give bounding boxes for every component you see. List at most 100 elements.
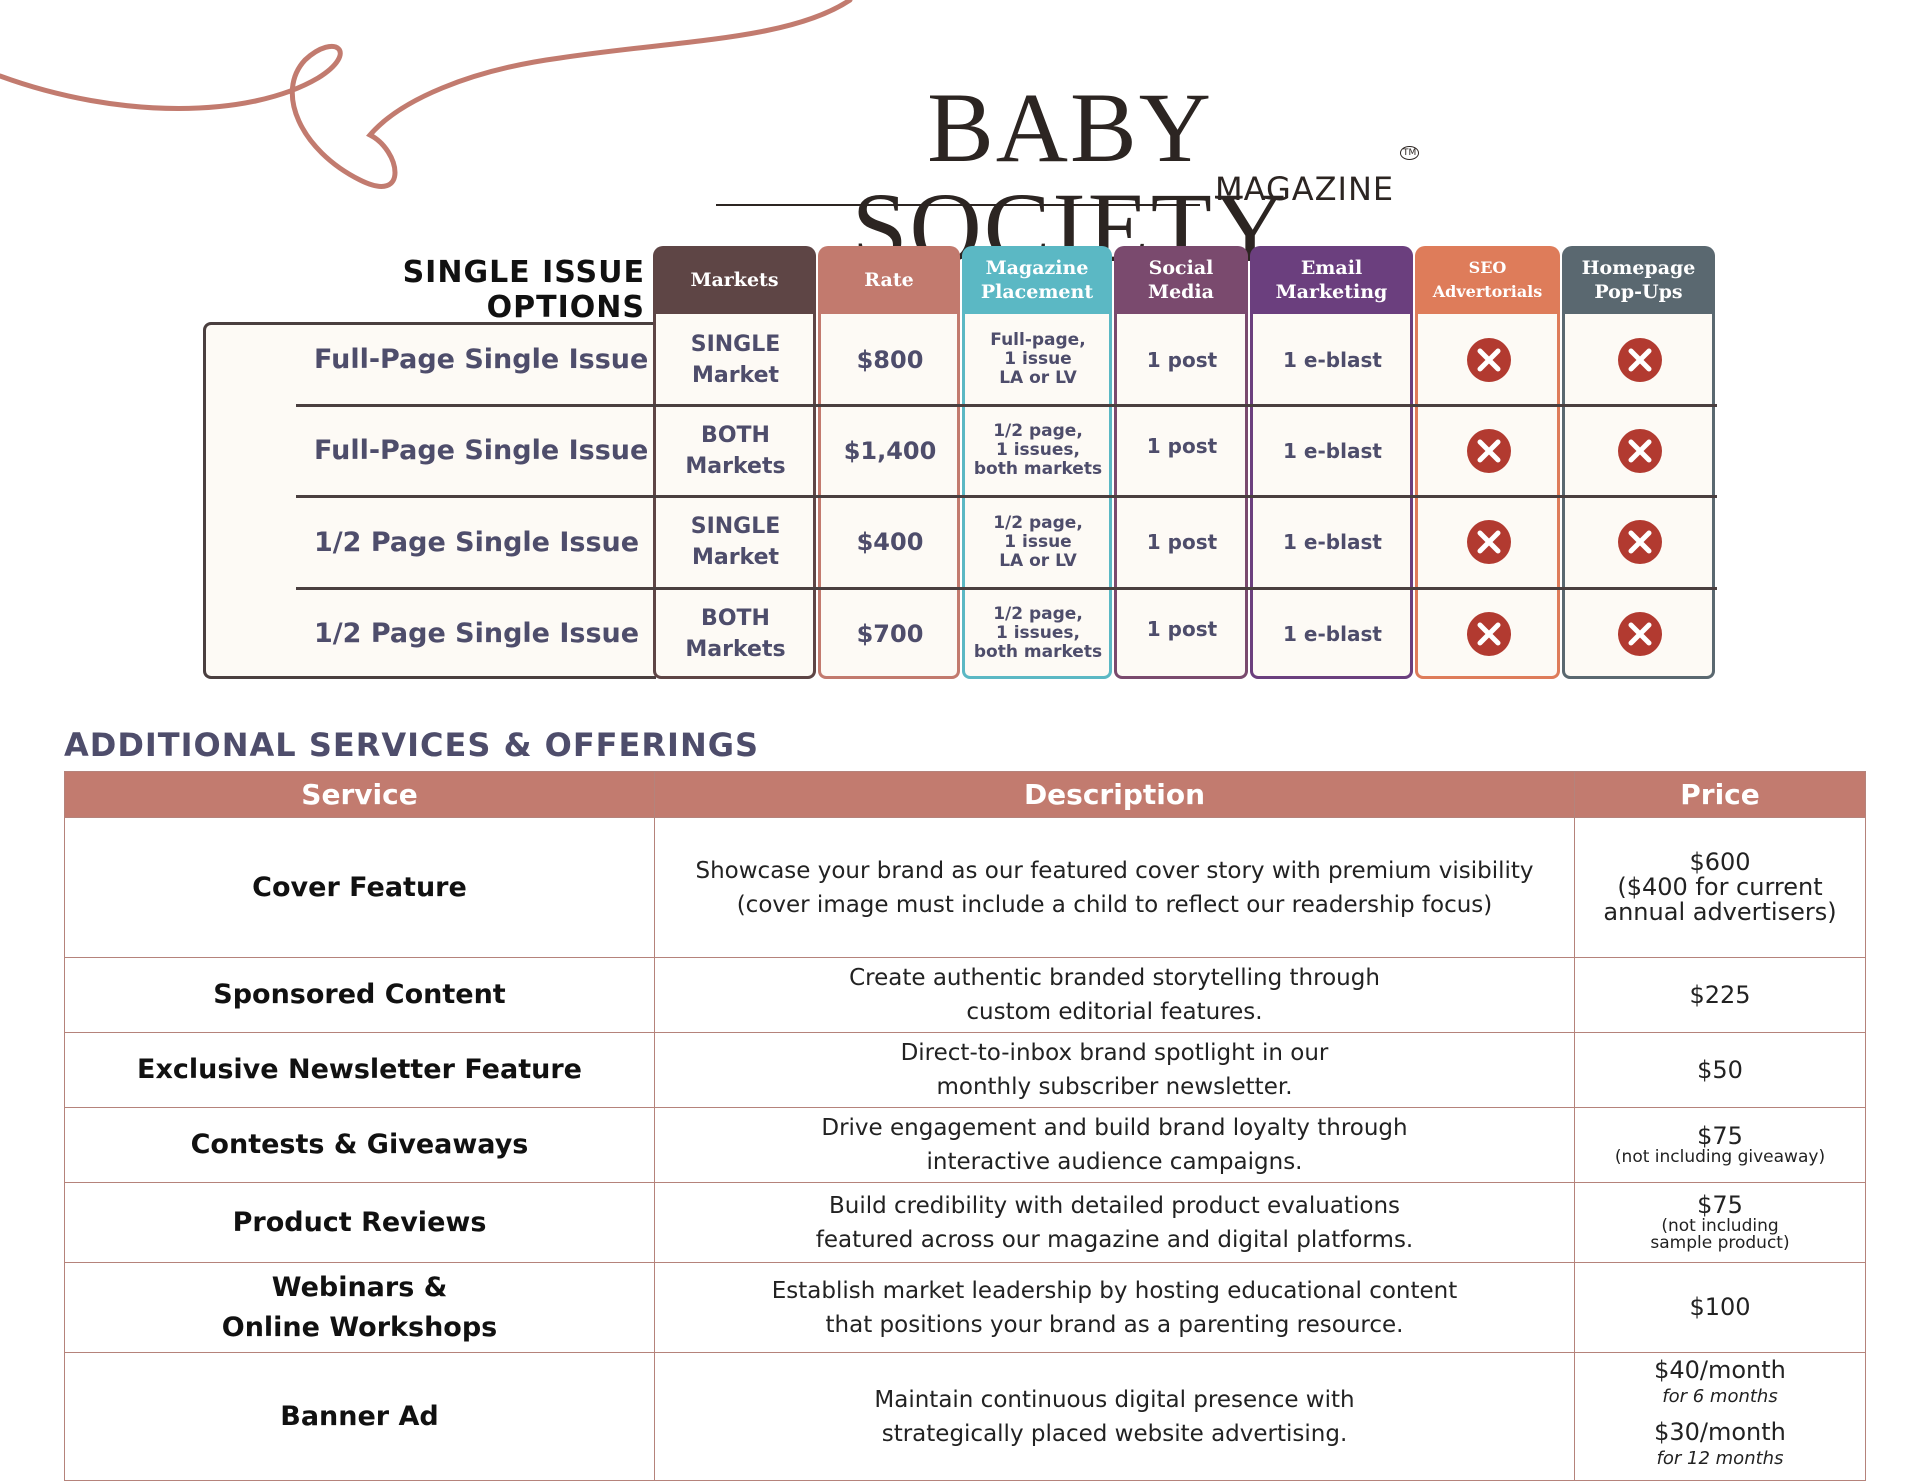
cell: 1 e-blast xyxy=(1250,496,1415,588)
service-line: Online Workshops xyxy=(221,1311,498,1343)
description: Direct-to-inbox brand spotlight in our mo… xyxy=(654,1032,1575,1108)
column-header-line: Magazine xyxy=(985,257,1089,279)
x-icon xyxy=(1466,520,1511,564)
section-title: ADDITIONAL SERVICES & OFFERINGS xyxy=(64,726,760,764)
market-line: SINGLE xyxy=(690,514,781,539)
column-header: Social Media xyxy=(1114,246,1248,314)
description-line: strategically placed website advertising… xyxy=(881,1420,1348,1447)
description: Build credibility with detailed product … xyxy=(654,1182,1575,1263)
trademark: TM xyxy=(1400,146,1420,160)
service-line: Product Reviews xyxy=(232,1206,487,1238)
price-note: (not including giveaway) xyxy=(1614,1147,1826,1167)
column-header-line: SEO xyxy=(1468,258,1507,277)
row: Webinars & Online Workshops Establish mark… xyxy=(64,1262,1866,1353)
cell: $400 xyxy=(818,496,962,588)
subtitle: MAGAZINE xyxy=(1215,170,1395,208)
email: 1 e-blast xyxy=(1283,530,1382,554)
service: Product Reviews xyxy=(64,1182,655,1263)
placement-line: 1 issue xyxy=(1004,531,1072,552)
placement-line: Full-page, xyxy=(990,330,1086,350)
column-header: Homepage Pop-Ups xyxy=(1562,246,1715,314)
description: Showcase your brand as our featured cove… xyxy=(654,817,1575,958)
cell: 1 e-blast xyxy=(1250,588,1415,679)
swirl xyxy=(0,0,853,189)
price: $50 xyxy=(1574,1032,1866,1108)
email: 1 e-blast xyxy=(1283,621,1382,646)
description-line: interactive audience campaigns. xyxy=(926,1149,1303,1175)
x-icon xyxy=(1617,428,1662,473)
description-line: Build credibility with detailed product … xyxy=(828,1192,1401,1219)
option-term: for 12 months xyxy=(1656,1447,1784,1469)
service: Banner Ad xyxy=(64,1352,655,1481)
x-icon xyxy=(1466,337,1511,382)
description-line: Direct-to-inbox brand spotlight in our xyxy=(900,1040,1329,1066)
service: Sponsored Content xyxy=(64,957,655,1033)
column-header-line: Advertorials xyxy=(1432,282,1543,301)
cell: Full-page, 1 issue LA or LV xyxy=(962,314,1114,405)
row: Banner Ad Maintain continuous digital pre… xyxy=(64,1352,1866,1481)
option-price: $40/month xyxy=(1654,1355,1786,1384)
description-line: Create authentic branded storytelling th… xyxy=(849,965,1380,991)
placement-line: 1/2 page, xyxy=(993,604,1083,624)
price: $100 xyxy=(1574,1262,1866,1353)
service: Exclusive Newsletter Feature xyxy=(64,1032,655,1108)
placement-line: 1 issue xyxy=(1004,349,1072,369)
row: Exclusive Newsletter Feature Direct-to-in… xyxy=(64,1032,1866,1108)
column-header: Description xyxy=(654,771,1575,818)
x-icon xyxy=(1617,520,1662,564)
price-value: $100 xyxy=(1689,1293,1751,1321)
cell: 1/2 page, 1 issues, both markets xyxy=(962,405,1114,496)
cell: 1 e-blast xyxy=(1250,405,1415,496)
cell: 1 post xyxy=(1114,588,1250,679)
price-note: sample product) xyxy=(1650,1233,1790,1253)
price-value: $50 xyxy=(1697,1055,1743,1084)
x-icon xyxy=(1466,428,1511,473)
cell: $800 xyxy=(818,314,962,405)
services-table: Service Description Price Cover Feature Sho… xyxy=(64,771,1866,1481)
description: Drive engagement and build brand loyalty… xyxy=(654,1107,1575,1183)
header-row: Service Description Price xyxy=(64,771,1866,818)
cell: SINGLE Market xyxy=(653,496,818,588)
column-header: Rate xyxy=(818,246,960,314)
email: 1 e-blast xyxy=(1283,347,1382,372)
description-line: Showcase your brand as our featured cove… xyxy=(695,857,1534,884)
row-label: Full-Page Single Issue xyxy=(314,435,649,466)
placement-line: 1/2 page, xyxy=(993,421,1083,441)
market-line: Markets xyxy=(685,636,786,662)
market-line: Market xyxy=(691,545,780,570)
placement-line: 1/2 page, xyxy=(993,512,1083,533)
column-header: Markets xyxy=(653,246,816,314)
description-line: that positions your brand as a parenting… xyxy=(825,1311,1404,1338)
row-separator xyxy=(296,587,1717,590)
price: $75 (not including sample product) xyxy=(1574,1182,1866,1263)
description: Create authentic branded storytelling th… xyxy=(654,957,1575,1033)
rate: $400 xyxy=(856,528,924,556)
service-line: Sponsored Content xyxy=(213,979,506,1010)
column-header-line: Marketing xyxy=(1275,281,1388,303)
column-header-line: Media xyxy=(1148,281,1214,303)
cell: $1,400 xyxy=(818,405,962,496)
column-header: Service xyxy=(64,771,655,818)
column-header-line: Markets xyxy=(690,269,779,291)
cell: 1 post xyxy=(1114,496,1250,588)
description-line: Establish market leadership by hosting e… xyxy=(771,1277,1458,1304)
description-line: Drive engagement and build brand loyalty… xyxy=(821,1115,1408,1141)
cell: BOTH Markets xyxy=(653,588,818,679)
service: Cover Feature xyxy=(64,817,655,958)
description-line: Maintain continuous digital presence wit… xyxy=(874,1386,1355,1413)
price: $40/month for 6 months $30/month for 12 mon… xyxy=(1574,1352,1866,1481)
service: Contests & Giveaways xyxy=(64,1107,655,1183)
column-header: SEO Advertorials xyxy=(1415,246,1560,314)
market-line: Markets xyxy=(685,453,786,479)
description: Establish market leadership by hosting e… xyxy=(654,1262,1575,1353)
market-line: SINGLE xyxy=(690,331,781,357)
social: 1 post xyxy=(1146,347,1218,372)
cell: 1 post xyxy=(1114,314,1250,405)
x-icon xyxy=(1466,611,1511,656)
column-header-line: Pop-Ups xyxy=(1594,281,1683,303)
service-line: Exclusive Newsletter Feature xyxy=(137,1054,582,1085)
description: Maintain continuous digital presence wit… xyxy=(654,1352,1575,1481)
cell: 1 e-blast xyxy=(1250,314,1415,405)
description-line: (cover image must include a child to ref… xyxy=(736,891,1493,918)
rate: $1,400 xyxy=(843,436,937,465)
